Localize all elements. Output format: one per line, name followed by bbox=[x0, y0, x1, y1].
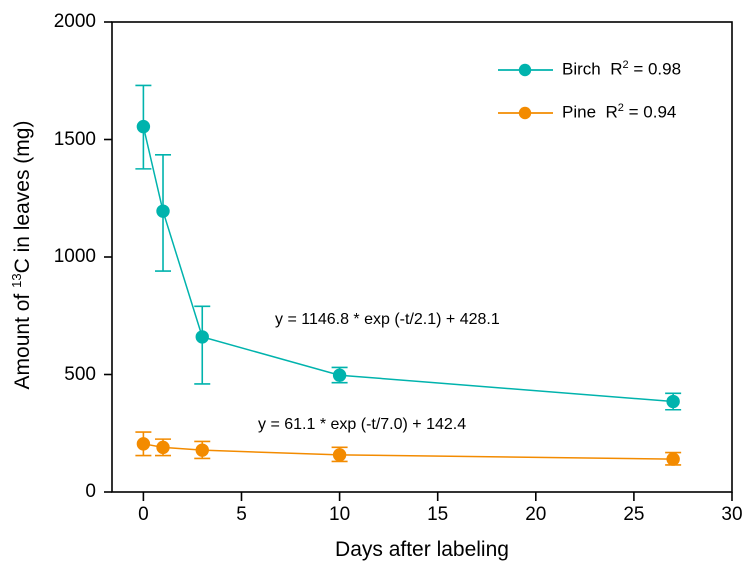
y-tick-label: 1500 bbox=[53, 128, 96, 150]
legend-r-value: = 0.98 bbox=[633, 59, 682, 79]
legend-markers bbox=[498, 63, 553, 120]
series-line-pine bbox=[143, 443, 674, 460]
x-axis-title: Days after labeling bbox=[335, 538, 509, 561]
x-tick-label: 10 bbox=[329, 504, 351, 525]
equation-annotation: y = 61.1 * exp (-t/7.0) + 142.4 bbox=[258, 416, 467, 433]
legend-r-exponent: 2 bbox=[622, 59, 629, 71]
data-point-pine bbox=[195, 443, 209, 457]
legend-marker-birch bbox=[518, 63, 532, 77]
x-tick-label: 25 bbox=[623, 504, 645, 525]
y-tick-label: 500 bbox=[64, 363, 96, 385]
equation-annotation: y = 1146.8 * exp (-t/2.1) + 428.1 bbox=[275, 311, 500, 328]
legend-r-value: = 0.94 bbox=[628, 102, 677, 122]
y-tick-label: 1000 bbox=[53, 246, 96, 267]
legend-r-symbol: R bbox=[605, 102, 618, 122]
data-point-birch bbox=[156, 204, 170, 218]
data-point-pine bbox=[136, 437, 151, 451]
data-point-birch bbox=[195, 330, 209, 344]
x-tick-label: 30 bbox=[721, 504, 743, 525]
y-tick-label: 0 bbox=[85, 481, 96, 502]
axis-ticks bbox=[104, 21, 733, 501]
data-point-pine bbox=[666, 452, 680, 466]
legend-series-name: Pine bbox=[562, 102, 597, 122]
legend-entry-pine: Pine R2 = 0.94 bbox=[562, 102, 676, 123]
error-bar bbox=[194, 305, 211, 385]
legend-entry-birch: Birch R2 = 0.98 bbox=[562, 59, 681, 80]
x-tick-label: 5 bbox=[236, 504, 247, 525]
series-line-birch bbox=[142, 126, 674, 403]
x-tick-label: 0 bbox=[138, 504, 149, 525]
x-tick-label: 15 bbox=[427, 504, 449, 525]
data-series-group bbox=[135, 84, 682, 466]
legend-series-name: Birch bbox=[562, 59, 601, 79]
legend-r-exponent: 2 bbox=[617, 102, 624, 114]
legend-marker-pine bbox=[518, 106, 532, 120]
x-tick-label: 20 bbox=[525, 504, 547, 525]
data-point-birch bbox=[666, 394, 680, 409]
data-point-birch bbox=[332, 368, 347, 382]
data-point-pine bbox=[156, 440, 170, 455]
y-tick-label: 2000 bbox=[53, 11, 96, 32]
data-point-birch bbox=[136, 119, 151, 134]
data-point-pine bbox=[332, 448, 347, 462]
legend-r-symbol: R bbox=[610, 59, 623, 79]
